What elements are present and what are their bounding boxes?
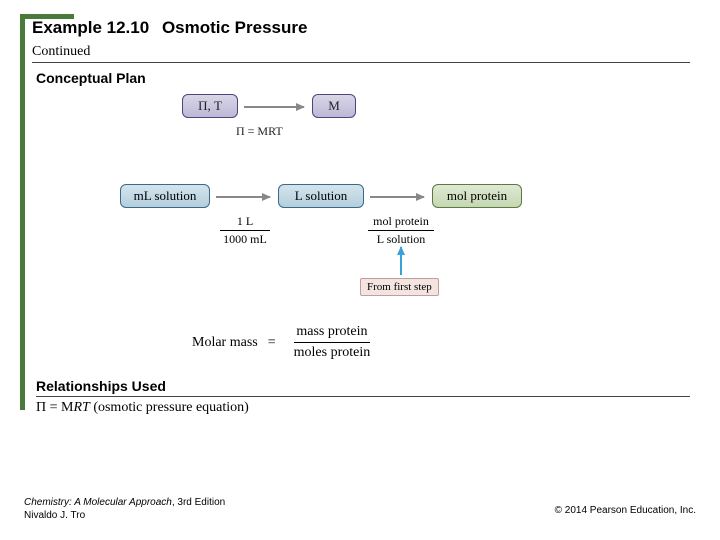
arrow-row2-1 (216, 196, 270, 198)
fraction-1l-1000ml: 1 L 1000 mL (220, 214, 270, 247)
fraction-mol-l: mol protein L solution (368, 214, 434, 247)
frac2-top: mol protein (368, 214, 434, 229)
section-conceptual-plan: Conceptual Plan (36, 70, 146, 86)
footer-copyright: © 2014 Pearson Education, Inc. (555, 505, 696, 516)
book-edition: , 3rd Edition (172, 497, 225, 508)
book-author: Nivaldo J. Tro (24, 510, 85, 521)
arrow-from-first-step (400, 247, 402, 275)
relationship-equation: Π = MRT (osmotic pressure equation) (36, 400, 249, 416)
equals-sign: = (268, 335, 276, 351)
mm-numerator: mass protein (296, 324, 367, 340)
example-number: Example 12.10 (32, 18, 149, 38)
mm-denominator: moles protein (294, 345, 371, 361)
section-relationships-used: Relationships Used (36, 378, 690, 397)
example-header: Example 12.10 Osmotic Pressure (32, 18, 307, 38)
arrow-row1 (244, 106, 304, 108)
header-rule (32, 62, 690, 63)
molar-mass-label: Molar mass (192, 335, 258, 351)
frac2-bot: L solution (368, 232, 434, 247)
note-from-first-step: From first step (360, 278, 439, 296)
frac1-bot: 1000 mL (220, 232, 270, 247)
molar-mass-equation: Molar mass = mass protein moles protein (192, 324, 370, 361)
frac1-top: 1 L (220, 214, 270, 229)
node-pi-t: Π, T (182, 94, 238, 118)
accent-vertical-bar (20, 14, 25, 410)
footer-citation: Chemistry: A Molecular Approach, 3rd Edi… (24, 496, 225, 522)
node-mol-protein: mol protein (432, 184, 522, 208)
eq-pi-mrt-small: Π = MRT (236, 124, 283, 139)
conceptual-plan-diagram: Π, T M Π = MRT mL solution L solution mo… (120, 94, 600, 374)
node-m: M (312, 94, 356, 118)
book-title: Chemistry: A Molecular Approach (24, 497, 172, 508)
continued-label: Continued (32, 44, 90, 60)
node-l-solution: L solution (278, 184, 364, 208)
arrow-row2-2 (370, 196, 424, 198)
node-ml-solution: mL solution (120, 184, 210, 208)
example-title: Osmotic Pressure (162, 18, 308, 37)
